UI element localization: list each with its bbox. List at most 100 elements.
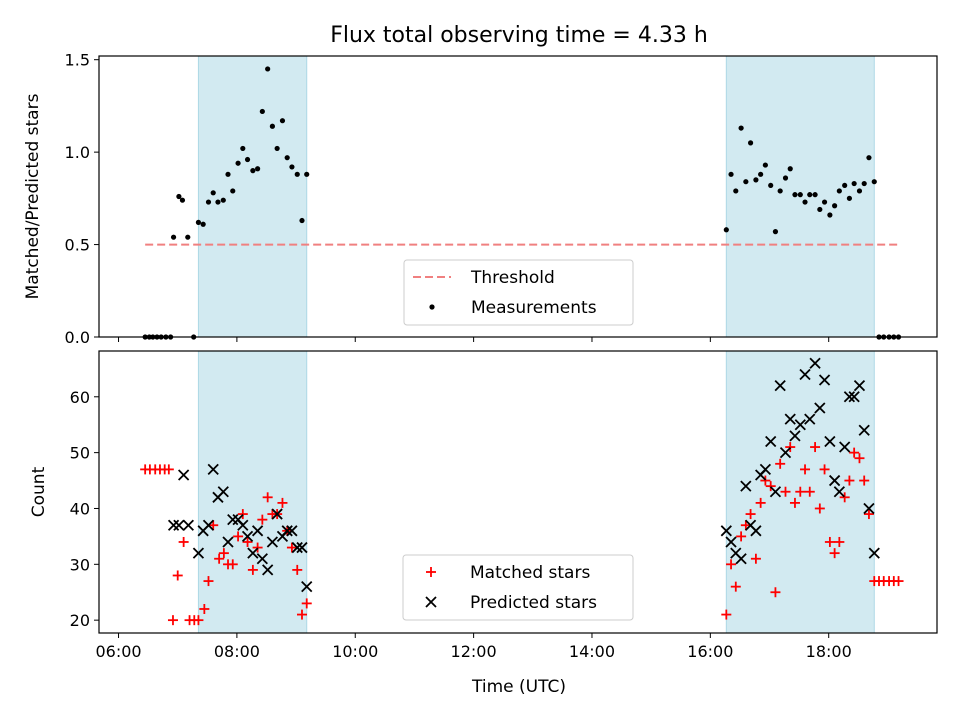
measurement-point [215,199,221,205]
matched-stars-point [193,615,204,626]
matched-stars-point [214,553,225,564]
predicted-stars-point [217,486,229,498]
predicted-stars-point [735,553,747,565]
predicted-stars-point [774,379,786,392]
matched-stars-point [199,603,210,614]
measurement-point [772,229,779,235]
matched-stars-point [834,536,845,547]
measurement-point [851,180,857,187]
matched-stars-point [859,475,870,486]
matched-stars-point [780,486,791,497]
count-observing-window-1 [197,350,308,634]
matched-stars-point [203,576,214,587]
matched-stars-point [824,536,835,547]
predicted-stars-point [222,536,234,548]
measurement-point [723,227,729,233]
count-y-tick-label: 30 [70,555,90,574]
matched-stars-point [893,576,904,587]
matched-stars-point [252,542,263,553]
matched-stars-point [804,486,815,497]
ratio-y-axis-label: Matched/Predicted stars [23,93,43,299]
predicted-stars-point [750,525,762,537]
count-axes-frame [98,350,938,634]
x-tick-label: 06:00 [95,642,141,661]
measurement-point [768,182,774,189]
predicted-stars-point [863,502,875,515]
count-y-tick-label: 20 [70,611,90,630]
x-tick-label: 12:00 [451,642,497,661]
matched-stars-point [178,536,189,547]
matched-stars-point [233,531,244,542]
measurement-point [170,234,177,240]
matched-stars-point [755,497,766,508]
matched-stars-point [849,447,860,458]
measurement-point [753,177,759,183]
ratio-y-tick-label: 1.0 [65,143,90,162]
count-legend: Matched stars Predicted stars [402,554,634,621]
matched-stars-point [789,497,800,508]
legend-matched-swatch [426,567,436,577]
measurement-point [842,182,848,189]
predicted-stars-point [839,441,851,453]
predicted-stars-point [740,480,752,492]
matched-stars-point [163,464,174,475]
measurement-point [866,155,872,161]
measurement-point [821,199,828,205]
measurement-point [743,179,749,185]
predicted-stars-point [853,379,866,392]
measurement-point [856,188,863,194]
matched-stars-point [721,609,732,620]
matched-stars-point [814,503,825,514]
measurement-point [304,171,310,177]
predicted-stars-point [227,514,239,526]
ratio-y-tick-label: 0.5 [65,236,90,255]
predicted-stars-point [833,486,845,498]
measurement-point [265,66,271,72]
matched-stars-point [819,464,830,475]
predicted-stars-point [848,391,860,403]
count-y-tick-label: 50 [70,444,90,463]
measurement-point [176,193,182,200]
measurement-point [205,199,212,205]
measurement-point [279,118,286,124]
predicted-stars-point [794,419,806,431]
legend-label: Measurements [471,298,597,318]
predicted-stars-point [262,564,274,576]
legend-label: Matched stars [470,563,590,583]
predicted-stars-point [192,547,205,559]
predicted-stars-point [182,519,194,531]
matched-stars-point [765,481,776,492]
predicted-stars-point [256,553,268,565]
predicted-stars-point [720,525,732,537]
count-y-tick-label: 40 [70,499,90,518]
measurement-point [274,145,280,152]
matched-stars-point [740,520,751,531]
x-tick-label: 18:00 [806,642,852,661]
predicted-stars-point [301,581,313,593]
matched-stars-point [726,559,737,570]
legend-label: Predicted stars [470,593,597,613]
matched-stars-point [854,453,865,464]
x-tick-label: 16:00 [687,642,733,661]
predicted-stars-point [237,519,249,531]
measurement-point [817,206,823,213]
predicted-stars-point [824,435,836,448]
matched-stars-point [829,548,840,559]
matched-stars-point [736,531,747,542]
matched-stars-point [800,464,811,475]
measurement-point [792,192,798,198]
matched-stars-point [844,475,855,486]
predicted-stars-point [784,413,796,425]
matched-stars-point [277,497,288,508]
matched-stars-point [172,570,183,581]
predicted-stars-point [725,536,737,548]
matched-stars-point [839,492,850,503]
predicted-stars-point [843,391,856,403]
predicted-stars-point [799,368,811,381]
ratio-panel: 0.0 0.5 1.0 1.5 Matched/Predicted stars Thres… [23,51,938,347]
matched-stars-point [208,520,219,531]
count-panel: 20 30 40 50 60 06:00 08:00 10:00 12:00 14:00 16:00… [29,350,938,661]
measurement-point [797,192,803,198]
measurement-point [235,160,241,166]
